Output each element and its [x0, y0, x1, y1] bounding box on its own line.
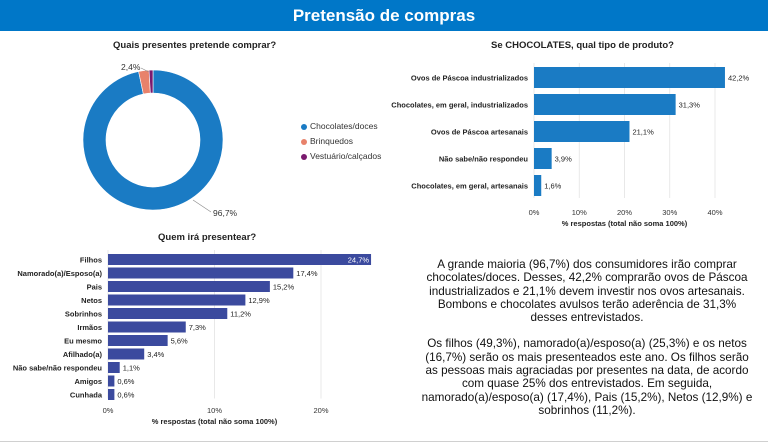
- recipient-chart-title: Quem irá presentear?: [158, 232, 257, 243]
- data-label: 21,1%: [632, 128, 654, 137]
- chocolate-chart-title: Se CHOCOLATES, qual tipo de produto?: [491, 40, 674, 51]
- bar: [534, 121, 630, 142]
- bar: [534, 67, 725, 88]
- donut-slice-2: [148, 69, 154, 94]
- bar: [534, 148, 552, 169]
- legend-swatch-1: [301, 138, 307, 145]
- legend-item-0: Chocolates/doces: [301, 121, 378, 131]
- legend-label-0: Chocolates/doces: [310, 121, 378, 131]
- x-tick-label: 20%: [617, 208, 632, 217]
- bar: [534, 94, 676, 115]
- category-label: Filhos: [80, 256, 102, 265]
- category-label: Namorado(a)/Esposo(a): [17, 269, 102, 278]
- bar: [108, 294, 246, 306]
- donut-leader-1: [140, 67, 150, 73]
- bar: [108, 321, 186, 333]
- category-label: Ovos de Páscoa industrializados: [411, 74, 528, 83]
- legend-label-1: Brinquedos: [310, 136, 354, 146]
- bar: [108, 281, 270, 292]
- x-axis-label: % respostas (total não soma 100%): [562, 219, 688, 228]
- data-label: 3,4%: [147, 350, 164, 359]
- data-label: 12,9%: [248, 296, 270, 305]
- footer-divider: [0, 441, 768, 442]
- x-tick-label: 40%: [707, 208, 722, 217]
- category-label: Não sabe/não respondeu: [13, 364, 103, 373]
- category-label: Chocolates, em geral, industrializados: [391, 101, 528, 110]
- header-bar: [0, 0, 768, 31]
- category-label: Chocolates, em geral, artesanais: [411, 182, 528, 191]
- legend-label-2: Vestuário/calçados: [310, 151, 382, 161]
- legend-swatch-2: [301, 153, 307, 160]
- category-label: Cunhada: [70, 391, 103, 400]
- donut-chart: 96,7% 2,4%: [82, 62, 238, 218]
- data-label: 31,3%: [679, 101, 701, 110]
- bar: [108, 267, 294, 279]
- legend-item-1: Brinquedos: [301, 136, 353, 146]
- summary-paragraph-1: A grande maioria (96,7%) dos consumidore…: [426, 258, 748, 325]
- page-title: Pretensão de compras: [292, 6, 476, 25]
- bar: [108, 375, 115, 387]
- data-label: 17,4%: [296, 269, 318, 278]
- data-label: 11,2%: [230, 310, 251, 319]
- chocolate-type-bar-chart: 0% 10% 20% 30% 40% Ovos de Páscoa industriali…: [391, 63, 750, 228]
- category-label: Irmãos: [77, 323, 102, 332]
- category-label: Ovos de Páscoa artesanais: [431, 128, 528, 137]
- data-label: 42,2%: [728, 74, 750, 83]
- data-label: 15,2%: [273, 283, 295, 292]
- bar: [108, 389, 115, 400]
- bar: [108, 254, 372, 265]
- donut-chart-title: Quais presentes pretende comprar?: [113, 40, 277, 51]
- x-tick-label: 20%: [313, 406, 328, 415]
- summary-paragraph-2: Os filhos (49,3%), namorado(a)/esposo(a)…: [421, 337, 753, 417]
- data-label: 0,6%: [117, 391, 134, 400]
- data-label: 7,3%: [189, 323, 206, 332]
- donut-label-0: 96,7%: [213, 208, 238, 218]
- data-label: 3,9%: [555, 155, 572, 164]
- category-label: Amigos: [74, 377, 102, 386]
- donut-leader-0: [192, 199, 212, 213]
- data-label: 1,1%: [123, 364, 140, 373]
- category-label: Netos: [81, 296, 102, 305]
- bar: [108, 335, 168, 346]
- recipient-bar-chart: 0% 10% 20% Filhos 24,7% Namorado(a)/Esposo(a)…: [13, 250, 372, 426]
- data-label: 5,6%: [171, 337, 188, 346]
- bar: [108, 348, 145, 360]
- donut-slice-0: [82, 69, 224, 211]
- bar: [108, 308, 228, 319]
- x-tick-label: 10%: [207, 406, 222, 415]
- bar: [534, 175, 542, 196]
- summary-text: A grande maioria (96,7%) dos consumidore…: [418, 258, 756, 430]
- bar: [108, 362, 120, 373]
- category-label: Pais: [87, 283, 102, 292]
- donut-label-1: 2,4%: [121, 62, 141, 72]
- x-axis-label: % respostas (total não soma 100%): [152, 417, 278, 426]
- category-label: Eu mesmo: [64, 337, 102, 346]
- legend-item-2: Vestuário/calçados: [301, 151, 381, 161]
- data-label: 24,7%: [348, 256, 370, 265]
- category-label: Não sabe/não respondeu: [439, 155, 529, 164]
- x-tick-label: 0%: [529, 208, 540, 217]
- data-label: 0,6%: [117, 377, 134, 386]
- legend-swatch-0: [301, 123, 307, 130]
- x-tick-label: 10%: [572, 208, 587, 217]
- category-label: Afilhado(a): [63, 350, 103, 359]
- x-tick-label: 0%: [103, 406, 114, 415]
- category-label: Sobrinhos: [65, 310, 102, 319]
- x-tick-label: 30%: [662, 208, 677, 217]
- data-label: 1,6%: [544, 182, 561, 191]
